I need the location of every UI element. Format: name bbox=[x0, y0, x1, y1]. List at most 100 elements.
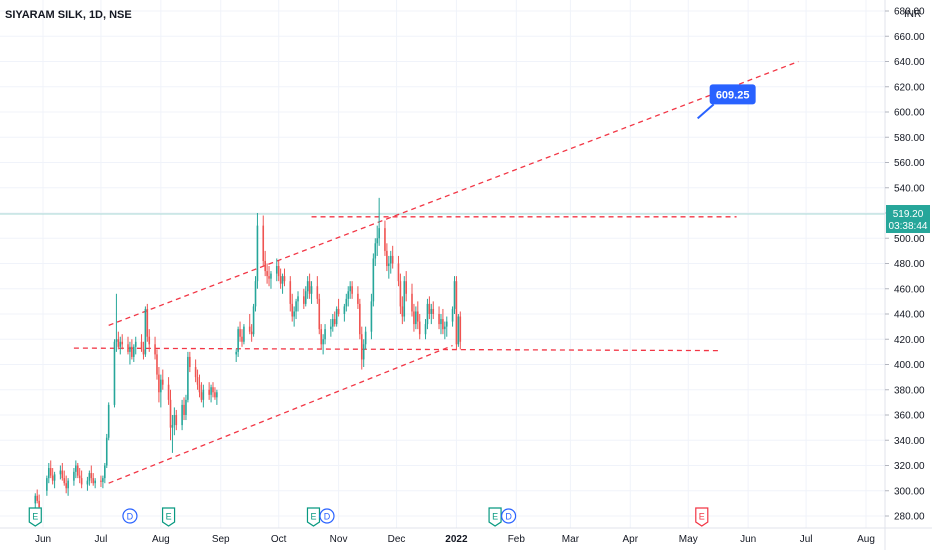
x-tick-label: Aug bbox=[857, 534, 875, 545]
candle bbox=[65, 475, 67, 494]
candle-body bbox=[411, 293, 413, 312]
candle bbox=[148, 329, 151, 352]
candle-body bbox=[306, 281, 309, 292]
candle-body bbox=[171, 425, 174, 428]
candle bbox=[49, 460, 52, 479]
target-label-text: 609.25 bbox=[716, 89, 750, 101]
candle-body bbox=[426, 303, 429, 325]
candle-body bbox=[36, 495, 39, 501]
candle-body bbox=[214, 392, 216, 398]
candle bbox=[303, 288, 305, 309]
trend-line-lower-channel bbox=[108, 344, 453, 484]
candle-body bbox=[399, 281, 402, 307]
candle-body bbox=[304, 291, 307, 304]
candle-body bbox=[51, 475, 54, 481]
candle bbox=[459, 311, 462, 350]
candle bbox=[134, 336, 137, 355]
candle-body bbox=[289, 281, 292, 304]
candle-body bbox=[49, 468, 52, 476]
y-tick-label: 360.00 bbox=[894, 411, 925, 422]
candle-body bbox=[401, 306, 404, 317]
candle-body bbox=[457, 316, 460, 345]
y-tick-label: 640.00 bbox=[894, 57, 925, 68]
candle-body bbox=[133, 346, 135, 357]
candle-body bbox=[281, 276, 284, 284]
candle bbox=[262, 215, 265, 267]
candle bbox=[376, 225, 379, 256]
candle-body bbox=[88, 473, 91, 481]
candle bbox=[349, 281, 351, 299]
candle-body bbox=[208, 389, 210, 395]
candle-body bbox=[364, 331, 367, 345]
candle-body bbox=[428, 303, 431, 314]
candle bbox=[107, 402, 110, 441]
candle bbox=[277, 260, 280, 282]
candle-body bbox=[252, 306, 255, 335]
candle-body bbox=[335, 308, 338, 325]
earnings-marker: E bbox=[695, 507, 709, 527]
candle bbox=[386, 243, 388, 272]
candle bbox=[200, 382, 203, 403]
candle bbox=[117, 331, 120, 350]
candle bbox=[293, 306, 295, 327]
candles bbox=[34, 197, 462, 511]
candle bbox=[275, 258, 278, 282]
dividend-marker: D bbox=[500, 508, 517, 524]
y-tick-label: 620.00 bbox=[894, 82, 925, 93]
candle-body bbox=[370, 301, 373, 332]
candle bbox=[413, 303, 415, 332]
candle bbox=[102, 475, 104, 489]
candle-body bbox=[303, 296, 305, 304]
target-label-box bbox=[709, 84, 756, 105]
candle bbox=[61, 462, 64, 481]
candle bbox=[173, 407, 176, 436]
candle bbox=[237, 326, 239, 357]
candle-body bbox=[100, 480, 102, 482]
candle bbox=[100, 475, 102, 487]
candle-body bbox=[173, 415, 176, 426]
candle bbox=[457, 314, 460, 347]
x-tick-label: Feb bbox=[508, 534, 526, 545]
candle bbox=[378, 197, 380, 246]
candle-body bbox=[360, 334, 363, 360]
candle bbox=[144, 306, 147, 357]
candle-body bbox=[384, 228, 386, 251]
candle-body bbox=[38, 500, 40, 508]
candle bbox=[347, 286, 350, 307]
candle bbox=[210, 384, 212, 403]
candle bbox=[415, 306, 417, 330]
candle bbox=[318, 293, 321, 335]
candle-body bbox=[90, 473, 93, 479]
candle bbox=[416, 301, 419, 330]
candle-body bbox=[59, 470, 62, 475]
candle bbox=[418, 314, 421, 340]
candle-body bbox=[291, 303, 294, 317]
y-tick-label: 600.00 bbox=[894, 108, 925, 119]
candle bbox=[67, 478, 69, 496]
event-marker-label: E bbox=[699, 512, 705, 522]
candle bbox=[308, 273, 311, 299]
candle bbox=[320, 324, 322, 350]
candle bbox=[105, 433, 108, 469]
event-marker-label: D bbox=[505, 512, 512, 522]
candle-body bbox=[337, 308, 340, 314]
candle bbox=[175, 409, 178, 431]
candle bbox=[140, 334, 143, 352]
candle-body bbox=[194, 367, 197, 378]
x-tick-label: Jun bbox=[740, 534, 756, 545]
x-tick-label: May bbox=[679, 534, 698, 545]
candle bbox=[146, 303, 149, 342]
candle bbox=[113, 339, 116, 408]
candle bbox=[214, 387, 216, 400]
x-tick-label: Jul bbox=[95, 534, 108, 545]
candle bbox=[196, 369, 199, 390]
candle bbox=[243, 324, 245, 345]
y-tick-label: 560.00 bbox=[894, 158, 925, 169]
candle-body bbox=[455, 281, 458, 345]
candle bbox=[430, 303, 433, 325]
candle bbox=[46, 475, 48, 496]
candle-body bbox=[316, 286, 319, 299]
candle-body bbox=[322, 339, 324, 345]
